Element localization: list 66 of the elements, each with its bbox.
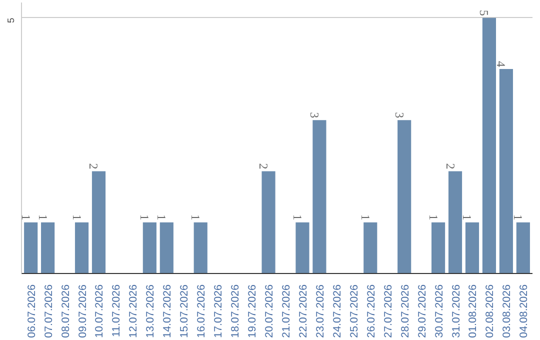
x-tick-label: 09.07.2026 [76, 284, 89, 338]
x-tick-label: 01.08.2026 [467, 284, 480, 338]
data-label: 3 [307, 112, 322, 118]
x-tick-label: 16.07.2026 [196, 284, 208, 338]
bar [142, 222, 156, 274]
bar [74, 222, 89, 274]
x-tick-label: 15.07.2026 [178, 284, 191, 338]
x-tick-label: 04.08.2026 [518, 284, 530, 338]
data-label: 1 [426, 214, 440, 220]
data-label: 5 [477, 10, 492, 16]
bar [160, 222, 174, 274]
x-tick-label: 28.07.2026 [399, 284, 412, 338]
x-tick-label: 27.07.2026 [382, 284, 394, 338]
x-tick-label: 03.08.2026 [501, 284, 514, 338]
bar [41, 222, 55, 274]
x-tick-label: 22.07.2026 [297, 284, 310, 338]
data-label: 1 [70, 214, 84, 220]
x-tick-label: 07.07.2026 [42, 284, 55, 338]
data-label: 1 [138, 214, 152, 220]
x-tick-label: 30.07.2026 [433, 284, 446, 338]
x-tick-label: 02.08.2026 [484, 284, 496, 338]
bar [194, 222, 208, 274]
data-label: 1 [358, 214, 372, 220]
x-tick-label: 26.07.2026 [365, 284, 378, 338]
x-tick-label: 25.07.2026 [348, 284, 360, 338]
bar [448, 171, 462, 274]
data-label: 1 [460, 214, 474, 220]
x-tick-label: 08.07.2026 [60, 284, 72, 338]
bar [296, 222, 310, 274]
bar [398, 120, 412, 274]
data-label: 2 [86, 163, 101, 170]
data-label: 4 [494, 60, 508, 67]
bar [312, 120, 326, 274]
x-tick-label: 10.07.2026 [94, 284, 106, 338]
x-tick-label: 19.07.2026 [246, 284, 259, 338]
data-label: 1 [290, 214, 304, 220]
x-tick-label: 24.07.2026 [331, 284, 344, 338]
bar [516, 222, 530, 274]
bar [499, 68, 513, 274]
data-label: 2 [443, 163, 458, 170]
x-tick-label: 29.07.2026 [416, 284, 428, 338]
x-tick-label: 31.07.2026 [450, 284, 462, 338]
data-label: 2 [256, 163, 271, 170]
bar [364, 222, 378, 274]
x-tick-label: 12.07.2026 [128, 284, 140, 338]
bar [92, 171, 106, 274]
x-tick-label: 23.07.2026 [314, 284, 326, 338]
x-tick-label: 06.07.2026 [26, 284, 38, 338]
data-label: 3 [392, 112, 406, 118]
data-label: 1 [36, 214, 50, 220]
x-tick-label: 11.07.2026 [110, 284, 123, 338]
x-tick-label: 20.07.2026 [264, 284, 276, 338]
bar [482, 18, 496, 274]
x-tick-label: 13.07.2026 [144, 284, 157, 338]
bar [431, 222, 446, 274]
bar [262, 171, 276, 274]
data-label: 1 [188, 214, 203, 220]
x-tick-label: 21.07.2026 [280, 284, 292, 338]
bar [465, 222, 480, 274]
data-label: 1 [154, 214, 169, 220]
x-tick-label: 14.07.2026 [162, 284, 174, 338]
x-tick-label: 17.07.2026 [212, 284, 225, 338]
x-tick-label: 18.07.2026 [230, 284, 242, 338]
data-label: 1 [511, 214, 526, 220]
data-label: 1 [18, 214, 33, 220]
bar [24, 222, 38, 274]
